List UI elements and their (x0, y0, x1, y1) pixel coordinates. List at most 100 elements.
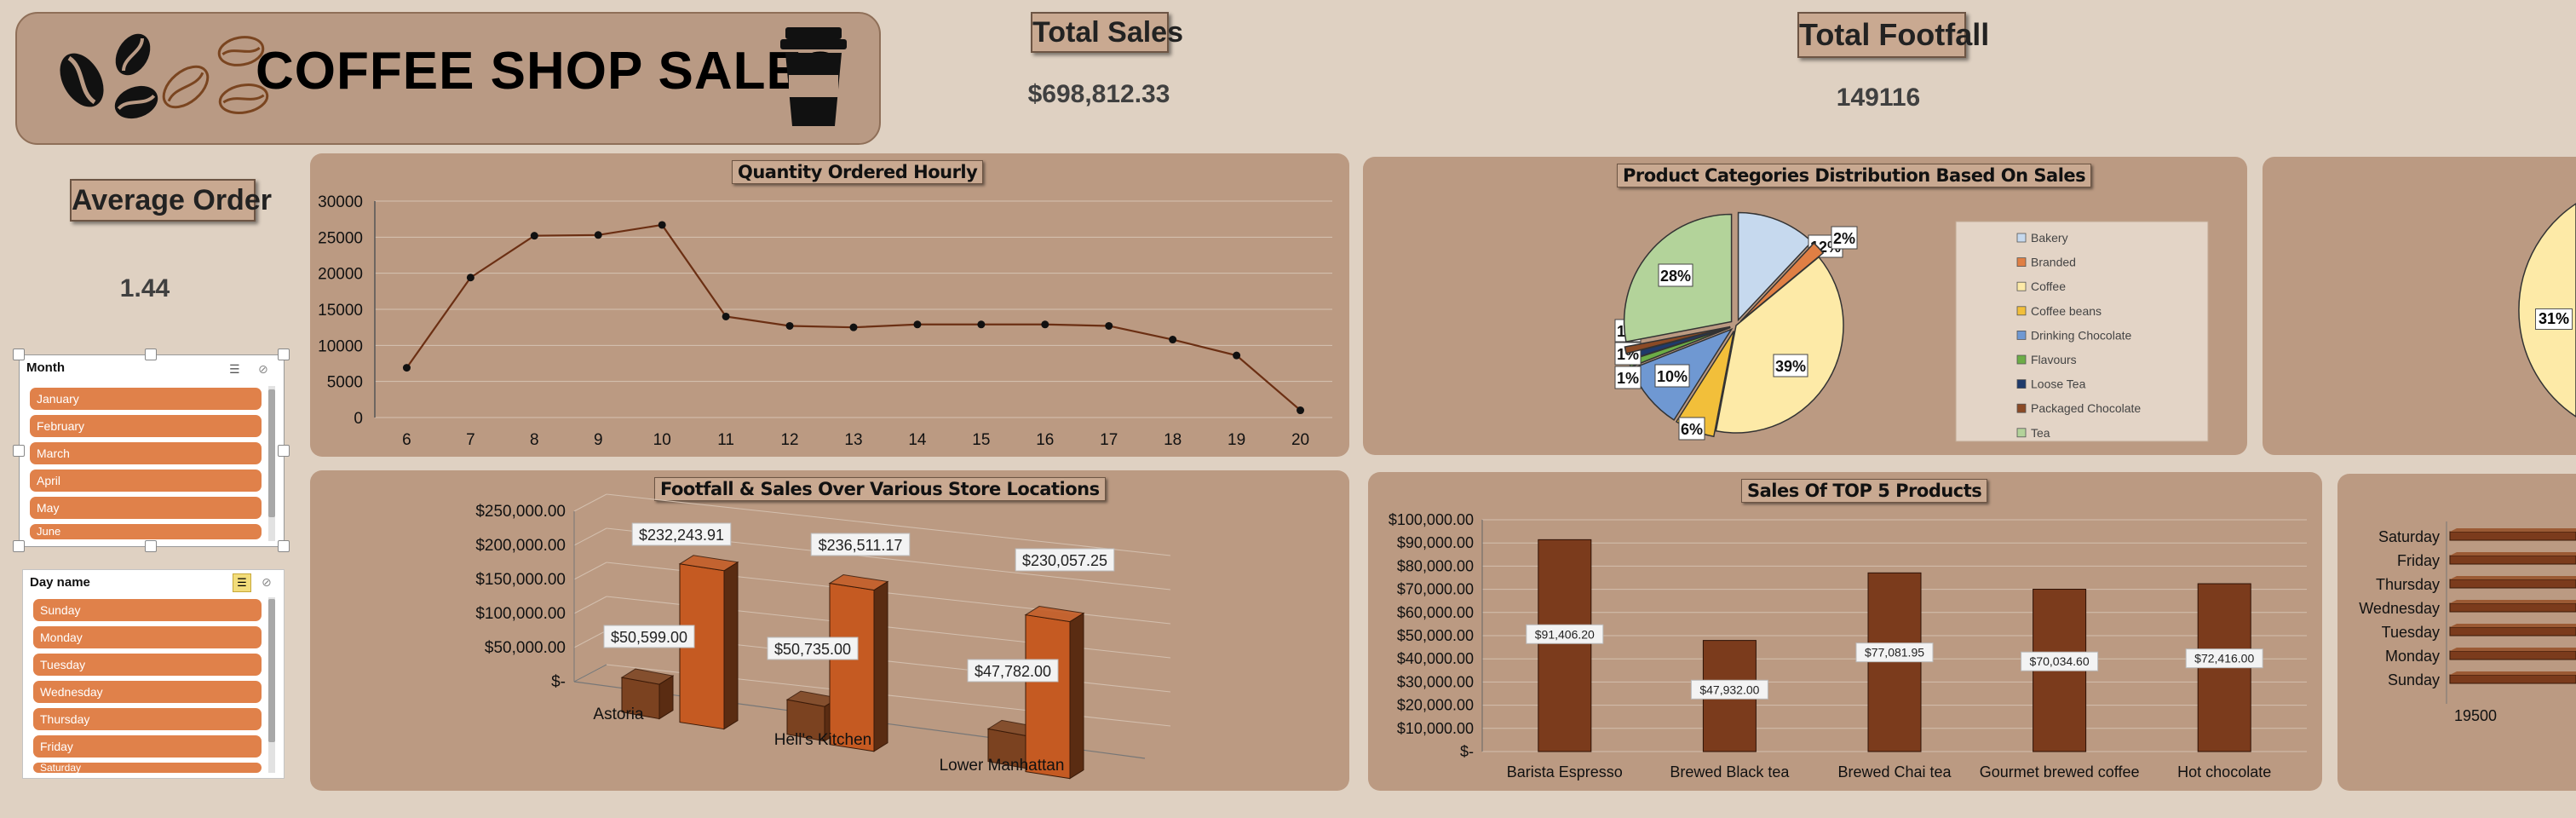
slicer-item-day[interactable]: Sunday (33, 599, 262, 621)
clear-filter-icon[interactable]: ⊘ (262, 575, 272, 589)
slicer-item-month[interactable]: January (30, 388, 262, 410)
day-scroll-thumb[interactable] (268, 599, 275, 742)
x-tick-label: 13 (844, 431, 862, 449)
day-bar (2449, 674, 2576, 684)
day-label: Tuesday (2382, 624, 2440, 641)
slicer-item-day[interactable]: Friday (33, 735, 262, 758)
day-bar (2449, 555, 2576, 565)
day-label: Sunday (2388, 671, 2440, 688)
day-bar (2449, 650, 2576, 660)
resize-handle[interactable] (13, 445, 25, 457)
pie-data-label: 1% (1617, 370, 1639, 387)
dashboard-header: COFFEE SHOP SALES (15, 12, 881, 145)
slicer-item-month[interactable]: February (30, 415, 262, 437)
gridline (573, 562, 607, 580)
multi-select-icon[interactable]: ☰ (233, 573, 251, 592)
day-bar (2449, 579, 2576, 589)
data-label: $50,735.00 (774, 641, 851, 658)
average-order-label: Average Order (70, 179, 272, 222)
clear-filter-icon[interactable]: ⊘ (258, 362, 268, 376)
sales-bar-top (1024, 606, 1085, 623)
day-name-slicer[interactable]: Day name ☰ ⊘ Sunday Monday Tuesday Wedne… (22, 569, 285, 779)
slicer-item-month[interactable]: May (30, 497, 262, 519)
y-tick-label: 5000 (327, 374, 363, 392)
data-label-box (1526, 624, 1604, 644)
data-point (1169, 336, 1177, 344)
resize-handle[interactable] (13, 540, 25, 552)
y-tick-label: $30,000.00 (1397, 673, 1474, 690)
category-label: Gourmet brewed coffee (1980, 763, 2140, 781)
y-tick-label: 20000 (318, 266, 363, 284)
month-scroll-thumb[interactable] (268, 389, 275, 517)
y-tick-label: 0 (354, 410, 363, 428)
slicer-item-month[interactable]: June (30, 524, 262, 539)
day-bar-top (2450, 648, 2576, 651)
legend-label: Branded (2031, 256, 2076, 269)
day-bar (2449, 626, 2576, 637)
store-locations-panel: Footfall & Sales Over Various Store Loca… (310, 470, 1349, 791)
resize-handle[interactable] (145, 540, 157, 552)
legend-swatch (2016, 379, 2027, 389)
data-label: $47,782.00 (975, 663, 1051, 680)
cropped-days-panel: Saturday Friday Thursday Wednesday Tuesday Mo… (2337, 474, 2576, 791)
sales-bar-side (873, 580, 888, 752)
day-label: Saturday (2378, 528, 2440, 545)
slicer-item-day[interactable]: Tuesday (33, 654, 262, 676)
pie-slice (1715, 256, 1844, 434)
data-label-box (1855, 642, 1934, 663)
slicer-item-day[interactable]: Thursday (33, 708, 262, 730)
hourly-quantity-panel: Quantity Ordered Hourly 0 5000 10000 15000 2… (310, 153, 1349, 457)
total-footfall-label: Total Footfall (1797, 12, 1989, 58)
day-bar-top (2450, 528, 2576, 532)
y-tick-label: 30000 (318, 193, 363, 211)
data-label-box (810, 533, 911, 556)
day-bar-top (2450, 600, 2576, 603)
slicer-item-day[interactable]: Monday (33, 626, 262, 648)
y-tick-label: 15000 (318, 302, 363, 320)
day-bar-top (2450, 552, 2576, 556)
y-tick-label: $80,000.00 (1397, 557, 1474, 574)
y-tick-label: $- (1460, 743, 1474, 760)
data-point (658, 221, 666, 229)
pie-data-label: 10% (1657, 368, 1688, 385)
resize-handle[interactable] (278, 445, 290, 457)
resize-handle[interactable] (278, 540, 290, 552)
category-label: Hell's Kitchen (774, 731, 872, 749)
resize-handle[interactable] (13, 349, 25, 360)
month-slicer[interactable]: Month ☰ ⊘ January February March April M… (19, 354, 285, 547)
data-point (1233, 351, 1241, 360)
day-bar-top (2450, 671, 2576, 675)
legend-swatch (2016, 354, 2027, 365)
slicer-item-month[interactable]: April (30, 469, 262, 492)
multi-select-icon[interactable]: ☰ (229, 362, 240, 376)
legend-label: Bakery (2031, 231, 2068, 245)
slicer-item-day[interactable]: Wednesday (33, 681, 262, 703)
day-label: Monday (2385, 648, 2440, 665)
pie-chart-title: Product Categories Distribution Based On… (1617, 164, 2092, 187)
pie-label-box (1831, 226, 1858, 250)
day-bar-top (2450, 624, 2576, 627)
data-label: $77,081.95 (1865, 646, 1924, 660)
hourly-chart-title: Quantity Ordered Hourly (732, 160, 984, 184)
month-slicer-title: Month (26, 360, 65, 375)
sales-bar (1025, 614, 1071, 780)
x-tick-label: 9 (594, 431, 603, 449)
x-tick-label: 8 (530, 431, 539, 449)
y-tick-label: 25000 (318, 229, 363, 247)
data-label-box (631, 522, 732, 546)
resize-handle[interactable] (145, 349, 157, 360)
slicer-item-month[interactable]: March (30, 442, 262, 464)
y-tick-label: $50,000.00 (1397, 627, 1474, 644)
total-footfall-value: 149116 (1836, 84, 1921, 112)
pie-data-label: 28% (1660, 268, 1691, 285)
data-label-box (1690, 679, 1768, 700)
sales-bar-top (828, 574, 889, 591)
cropped-pie-chart (2518, 203, 2576, 418)
legend-swatch (2016, 257, 2027, 267)
pie-label-box (1658, 263, 1693, 287)
data-label-box (767, 637, 859, 660)
resize-handle[interactable] (278, 349, 290, 360)
slicer-item-day[interactable]: Saturday (33, 763, 262, 773)
y-tick-label: $50,000.00 (485, 639, 566, 657)
day-bar (2449, 602, 2576, 613)
